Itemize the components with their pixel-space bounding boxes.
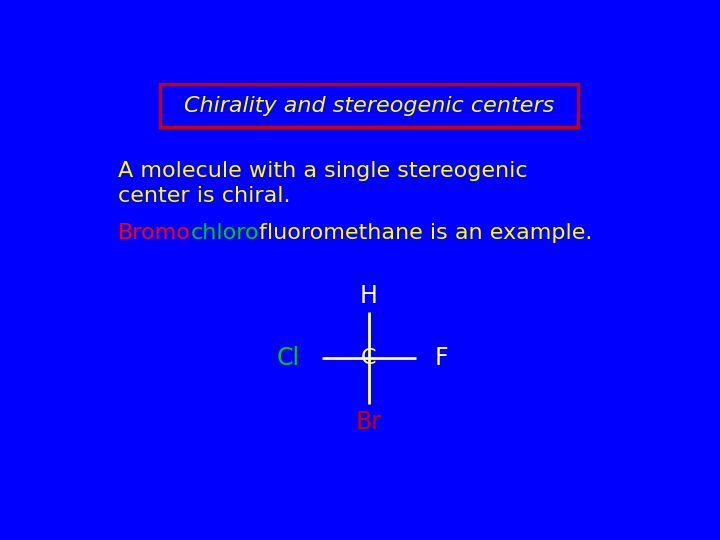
Text: Chirality and stereogenic centers: Chirality and stereogenic centers	[184, 96, 554, 116]
Text: C: C	[361, 348, 377, 368]
Text: chloro: chloro	[191, 223, 259, 243]
Text: Cl: Cl	[276, 346, 300, 370]
Text: Br: Br	[356, 410, 382, 434]
Text: center is chiral.: center is chiral.	[118, 186, 290, 206]
Text: H: H	[360, 284, 378, 308]
Text: fluoromethane is an example.: fluoromethane is an example.	[259, 223, 593, 243]
Text: Bromo: Bromo	[118, 223, 191, 243]
FancyBboxPatch shape	[160, 84, 578, 127]
Text: F: F	[435, 346, 449, 370]
Text: A molecule with a single stereogenic: A molecule with a single stereogenic	[118, 161, 528, 181]
